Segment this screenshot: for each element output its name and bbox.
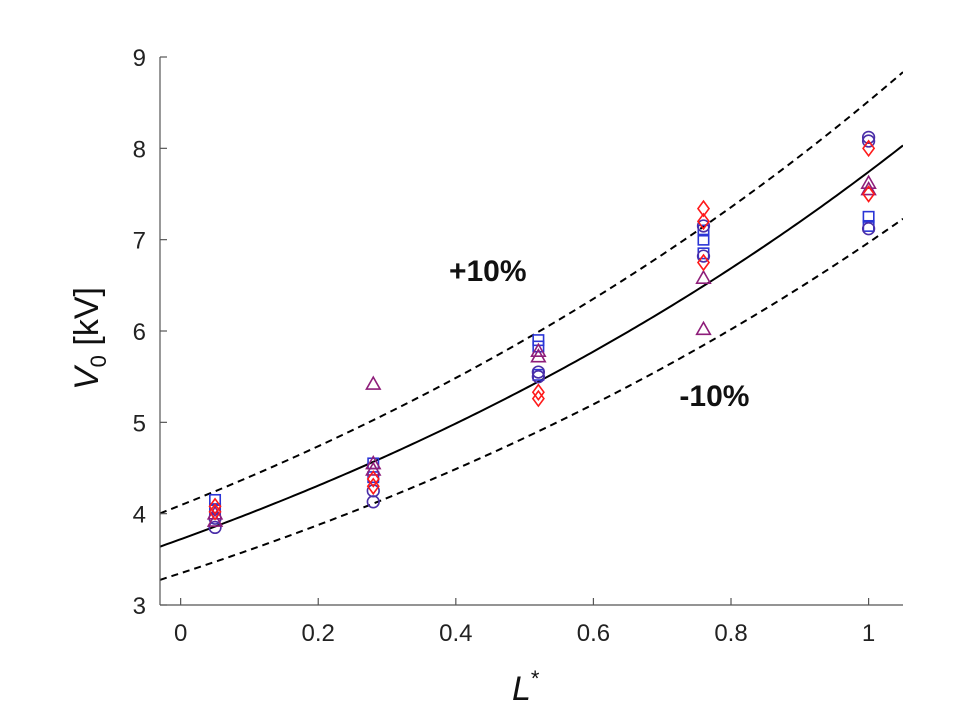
x-tick-label: 0.6 [577, 620, 610, 647]
point-triangle [365, 375, 382, 390]
point-circle [696, 249, 711, 263]
series-squares [209, 210, 875, 516]
point-triangle [860, 174, 877, 189]
axes [159, 56, 903, 606]
point-diamond [208, 503, 222, 521]
point-triangle [860, 180, 877, 196]
point-triangle [695, 269, 712, 284]
point-diamond [208, 497, 222, 516]
data-points [206, 130, 877, 535]
point-triangle [365, 454, 382, 470]
point-diamond [696, 212, 711, 231]
point-diamond [366, 477, 380, 496]
point-square [862, 210, 875, 223]
point-diamond [862, 139, 876, 158]
fit-curve [160, 144, 903, 548]
fit-curve-layer [160, 144, 903, 548]
x-axis-title: L* [512, 666, 540, 708]
point-triangle [695, 320, 712, 336]
point-circle [861, 222, 876, 236]
y-axis-title: V0 [kV] [68, 287, 111, 390]
band-curve-minus-10 [160, 217, 903, 581]
y-tick-label: 6 [133, 319, 146, 346]
point-diamond [366, 470, 380, 488]
x-tick-label: 1 [862, 620, 875, 647]
y-tick-label: 5 [133, 410, 146, 437]
band-curve-plus-10 [160, 71, 903, 515]
y-tick-label: 3 [133, 593, 146, 620]
y-tick-label: 8 [133, 136, 146, 163]
annotations: +10% -10% [449, 255, 750, 413]
y-tick-label: 4 [133, 502, 146, 529]
point-diamond [531, 383, 545, 402]
point-circle [531, 370, 546, 384]
x-tick-label: 0.8 [714, 620, 747, 647]
point-triangle [365, 461, 382, 476]
point-circle [208, 520, 222, 535]
tick-labels: 0 0.2 0.4 0.6 0.8 1 3 4 5 6 7 8 9 [133, 45, 876, 647]
y-tick-label: 9 [133, 45, 146, 72]
annotation-label: -10% [679, 380, 749, 413]
point-triangle [530, 342, 547, 358]
point-triangle [206, 512, 224, 527]
point-square [697, 233, 710, 246]
point-square [532, 340, 545, 353]
point-diamond [862, 185, 876, 203]
x-tick-label: 0.2 [302, 620, 335, 647]
point-circle [696, 219, 711, 233]
y-tick-label: 7 [133, 228, 146, 255]
point-diamond [696, 199, 711, 218]
point-triangle [530, 348, 547, 363]
point-circle [531, 365, 546, 379]
point-square [697, 224, 710, 237]
series-triangles [206, 174, 877, 527]
point-circle [861, 130, 876, 145]
point-diamond [696, 253, 711, 272]
point-circle [861, 134, 876, 148]
point-circle [366, 484, 380, 498]
annotation-label: +10% [449, 255, 527, 288]
band-curves [160, 71, 903, 581]
x-tick-label: 0 [174, 620, 187, 647]
point-diamond [531, 389, 545, 408]
series-circles [208, 130, 876, 535]
series-diamonds [208, 139, 876, 521]
x-tick-label: 0.4 [439, 620, 472, 647]
